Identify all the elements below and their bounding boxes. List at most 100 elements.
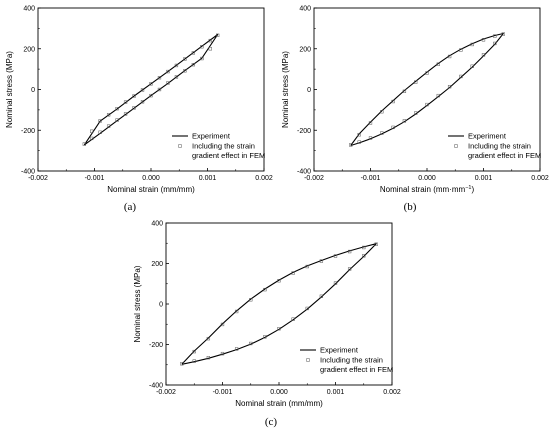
- x-axis-label: Nominal strain (mm/mm): [235, 399, 323, 408]
- series-fem-marker: [115, 107, 119, 111]
- series-experiment-line: [350, 32, 504, 147]
- y-tick-label: 200: [23, 46, 35, 53]
- y-tick-label: 200: [299, 46, 311, 53]
- y-tick-label: 0: [307, 87, 311, 94]
- series-fem-marker: [425, 71, 429, 75]
- y-tick-label: 400: [23, 6, 35, 13]
- series-fem-marker: [98, 119, 102, 123]
- series-fem-marker: [191, 62, 196, 67]
- series-fem-marker: [174, 75, 179, 79]
- series-fem-marker: [368, 136, 373, 140]
- series-fem-marker: [206, 336, 211, 341]
- x-tick-label: -0.001: [85, 175, 105, 182]
- y-tick-label: 400: [299, 6, 311, 13]
- series-fem-marker: [249, 341, 253, 346]
- series-fem-marker: [425, 102, 429, 107]
- series-fem-marker: [90, 129, 94, 133]
- panel-label: (b): [404, 201, 417, 213]
- series-fem-marker: [333, 281, 338, 285]
- legend-fem-label-line2: gradient effect in FEM: [192, 151, 265, 160]
- legend-fem-label-line2: gradient effect in FEM: [468, 151, 541, 160]
- series-fem-marker: [140, 88, 145, 92]
- y-tick-label: -400: [149, 383, 163, 390]
- y-axis-label: Nominal stress (MPa): [281, 51, 290, 128]
- series-experiment-line: [181, 243, 377, 365]
- x-tick-label: -0.001: [213, 389, 233, 396]
- series-fem-marker: [166, 69, 170, 74]
- series-fem-marker: [391, 125, 395, 130]
- y-tick-label: -400: [21, 169, 35, 176]
- x-tick-label: 0.002: [383, 389, 401, 396]
- series-fem-marker: [333, 254, 338, 258]
- series-fem-marker: [183, 57, 187, 61]
- x-tick-label: 0.002: [531, 175, 549, 182]
- series-fem-marker: [402, 119, 407, 123]
- x-tick-label: 0.000: [270, 389, 288, 396]
- x-tick-label: 0.001: [475, 175, 493, 182]
- series-fem-marker: [380, 110, 384, 114]
- series-fem-marker: [436, 62, 440, 66]
- series-fem-marker: [166, 81, 170, 85]
- y-axis-label: Nominal stress (MPa): [5, 51, 14, 128]
- series-fem-marker: [277, 327, 281, 331]
- series-fem-marker: [234, 309, 239, 314]
- y-tick-label: -200: [297, 128, 311, 135]
- series-fem-marker: [263, 287, 267, 292]
- y-tick-label: 0: [159, 302, 163, 309]
- series-fem-marker: [277, 279, 281, 283]
- series-fem-marker: [414, 111, 418, 115]
- series-fem-marker: [380, 131, 384, 135]
- series-fem-marker: [200, 45, 204, 49]
- series-fem-marker: [98, 130, 102, 134]
- series-fem-marker: [470, 64, 474, 68]
- legend-experiment-label: Experiment: [192, 132, 231, 141]
- x-tick-label: -0.002: [156, 389, 176, 396]
- series-experiment-line: [83, 33, 219, 146]
- series-fem-marker: [493, 34, 497, 38]
- x-axis-label: Nominal strain (mm·mm−1): [380, 185, 475, 194]
- series-fem-marker: [357, 133, 361, 137]
- y-tick-label: -200: [21, 128, 35, 135]
- series-fem-marker: [436, 93, 440, 98]
- series-fem-marker: [447, 84, 452, 89]
- series-fem-marker: [140, 100, 145, 104]
- legend-fem-label-line1: Including the strain: [320, 356, 383, 365]
- y-tick-label: -200: [149, 342, 163, 349]
- legend-fem-label-line1: Including the strain: [468, 142, 531, 151]
- series-fem-marker: [493, 41, 497, 46]
- panel-label: (c): [265, 416, 278, 428]
- series-fem-marker: [402, 89, 407, 93]
- x-tick-label: 0.002: [255, 175, 273, 182]
- series-fem-marker: [414, 80, 418, 84]
- series-fem-marker: [132, 106, 136, 110]
- series-fem-marker: [305, 306, 309, 311]
- x-tick-label: -0.001: [361, 175, 381, 182]
- y-tick-label: 0: [31, 87, 35, 94]
- series-fem-marker: [459, 74, 463, 79]
- series-fem-marker: [115, 118, 119, 122]
- series-fem-marker: [208, 38, 212, 43]
- series-fem-marker: [220, 351, 225, 356]
- series-fem-marker: [249, 298, 253, 302]
- series-fem-marker: [106, 124, 111, 128]
- legend-fem-swatch: [454, 144, 458, 148]
- series-fem-marker: [132, 94, 136, 98]
- series-fem-marker: [349, 143, 353, 147]
- series-fem-marker: [481, 53, 486, 57]
- series-fem-marker: [319, 259, 324, 263]
- series-fem-marker: [374, 242, 378, 246]
- legend-fem-label-line1: Including the strain: [192, 142, 255, 151]
- panel-label: (a): [124, 201, 137, 213]
- legend-fem-swatch: [178, 144, 182, 148]
- series-fem-marker: [183, 69, 187, 73]
- series-fem-marker: [368, 121, 373, 125]
- x-tick-label: 0.001: [199, 175, 217, 182]
- series-fem-marker: [319, 294, 324, 298]
- series-fem-marker: [501, 32, 505, 36]
- x-tick-label: 0.001: [327, 389, 345, 396]
- series-fem-marker: [305, 264, 309, 269]
- x-tick-label: -0.002: [28, 175, 48, 182]
- series-fem-marker: [191, 51, 196, 55]
